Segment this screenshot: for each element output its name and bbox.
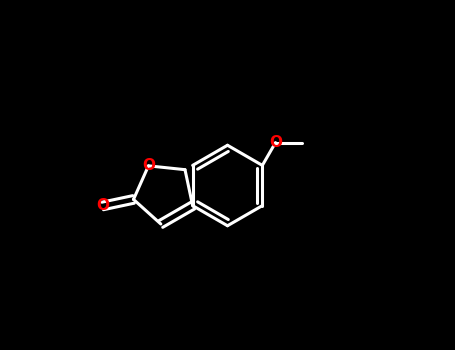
Text: O: O: [96, 198, 109, 214]
Text: O: O: [269, 135, 282, 150]
Text: O: O: [142, 158, 155, 173]
